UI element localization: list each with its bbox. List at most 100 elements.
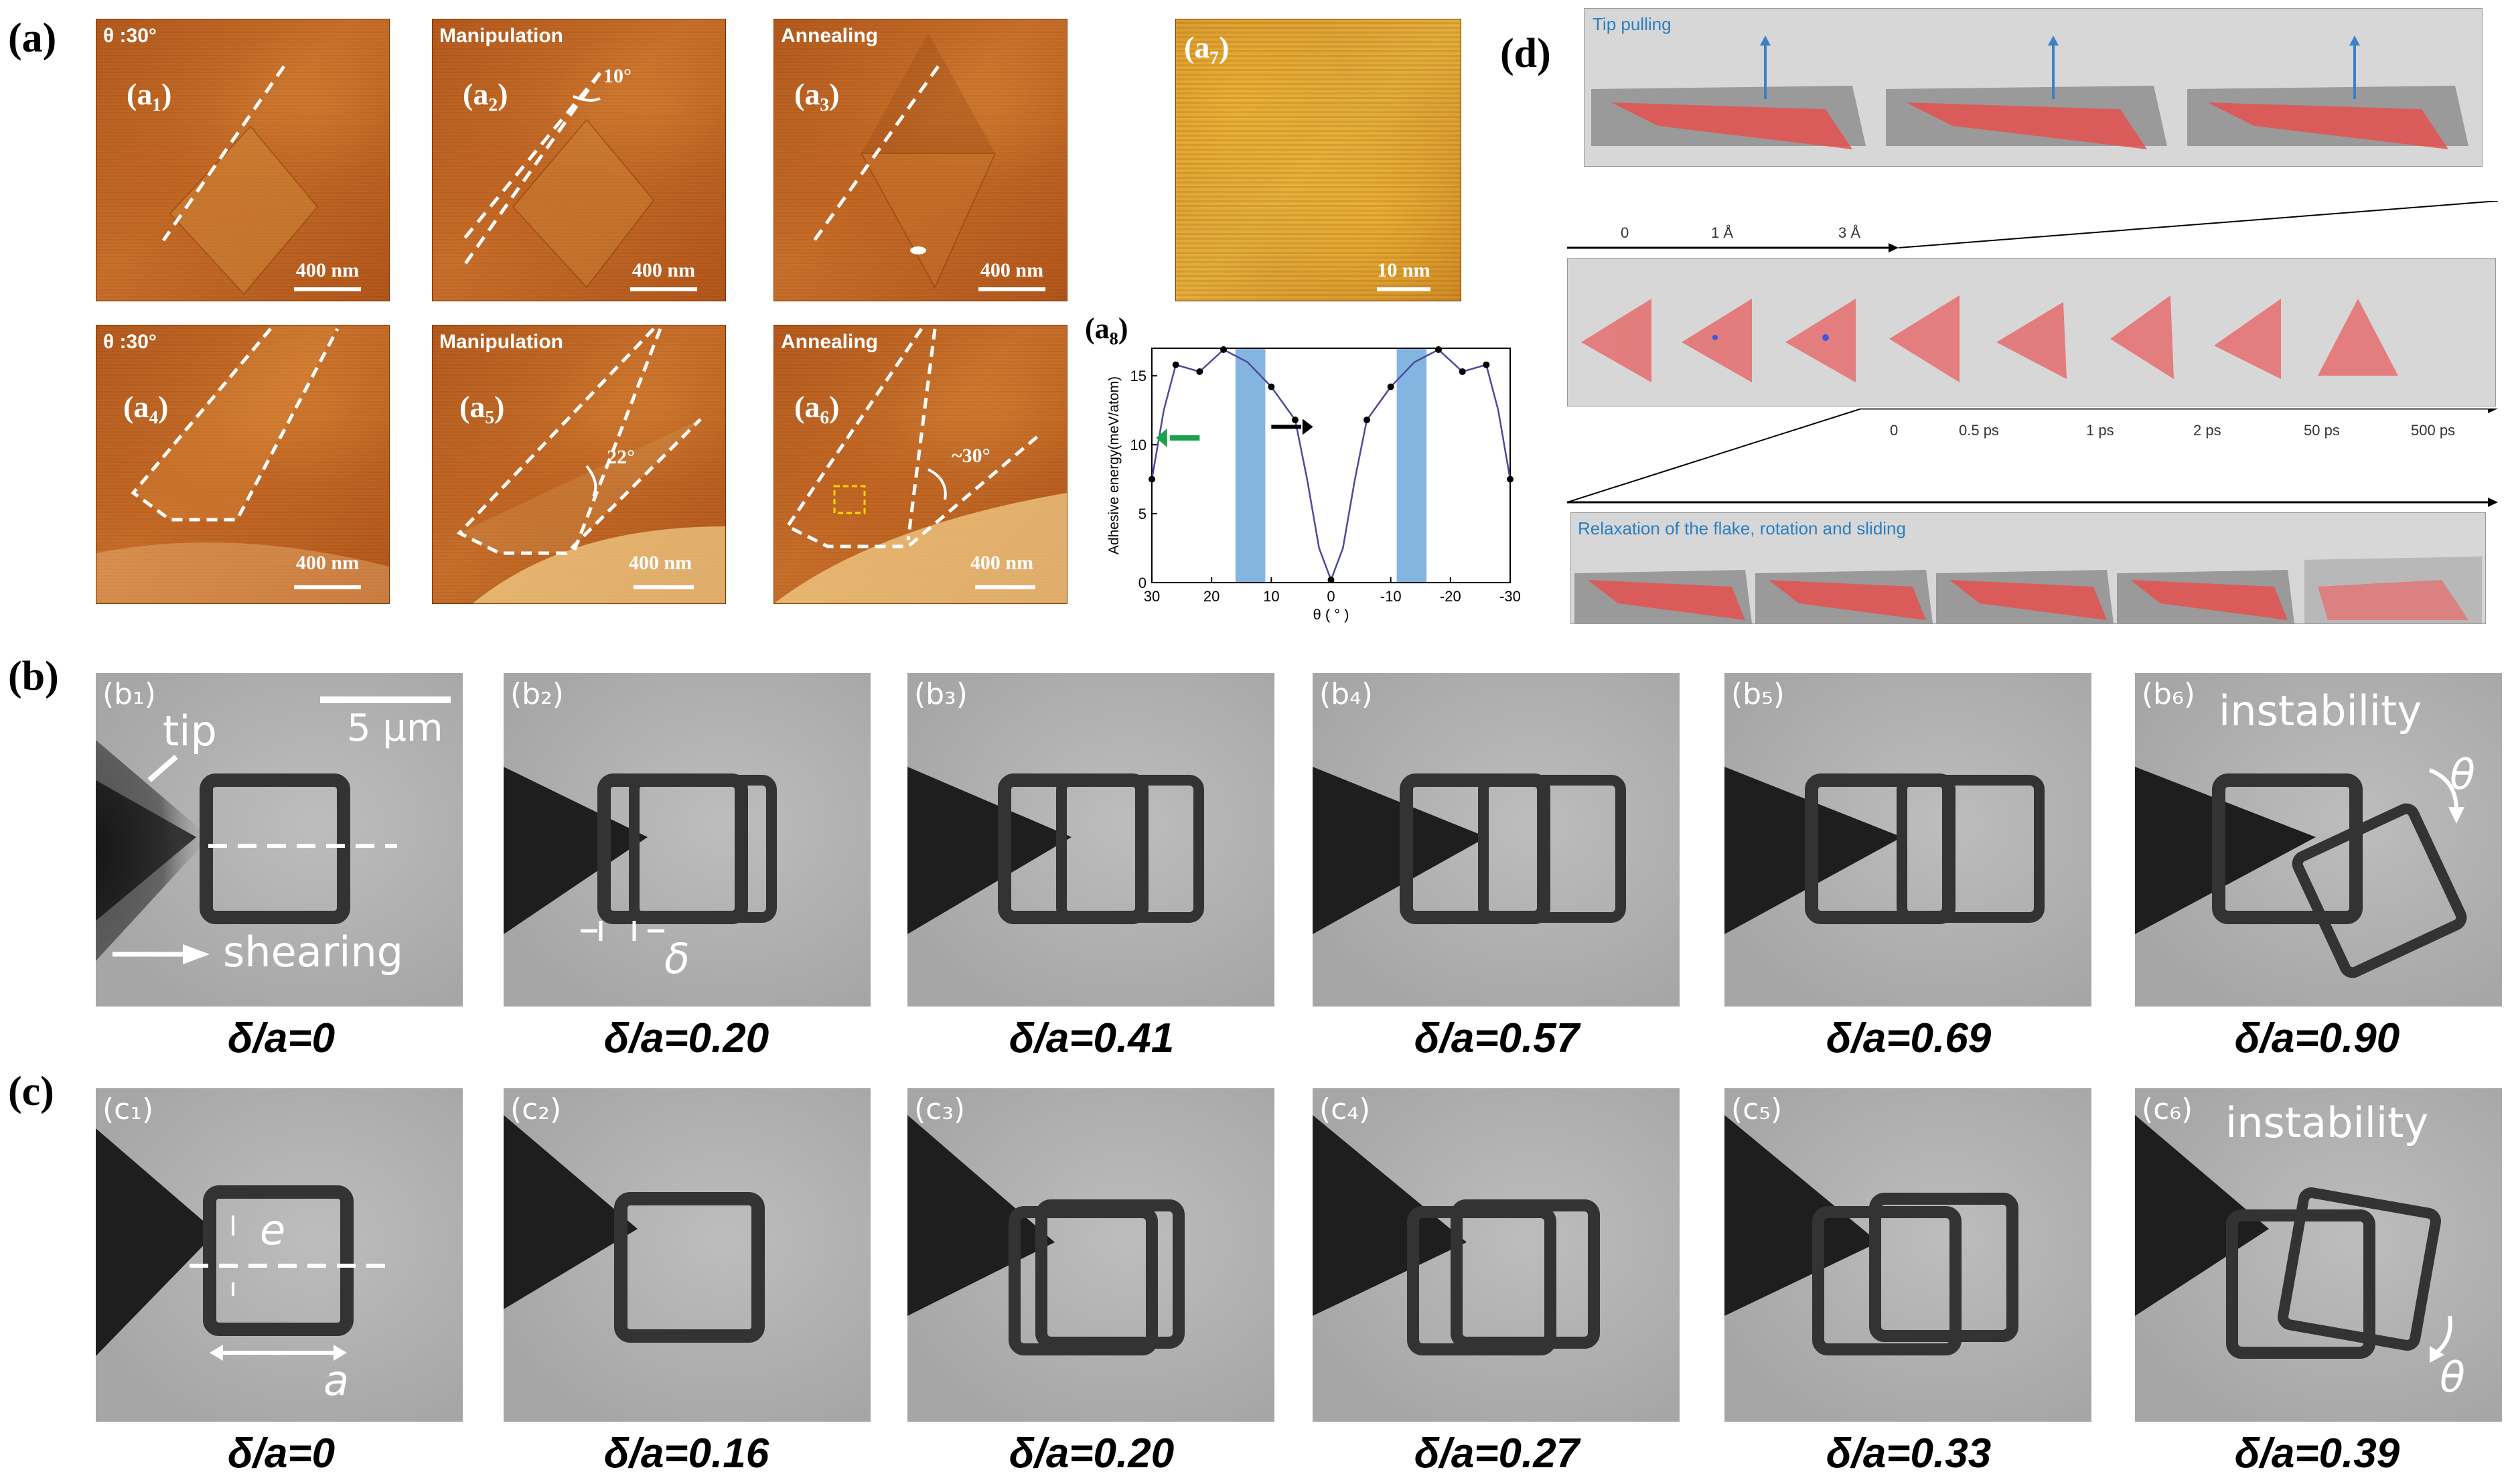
series-line: [1151, 348, 1511, 583]
black-arrow-head: [1302, 419, 1313, 435]
relaxation-label: Relaxation of the flake, rotation and sl…: [1578, 518, 1906, 538]
distance-tick: 3 Å: [1838, 224, 1861, 241]
instability-label: instability: [2225, 1098, 2429, 1147]
y-tick-label: 0: [1138, 575, 1147, 591]
shaded-band: [1396, 348, 1427, 583]
time-tick: 1 ps: [2086, 422, 2114, 439]
x-axis-label: θ ( ° ): [1313, 606, 1349, 623]
md-connector-lines: [1567, 201, 2499, 252]
shearing-label: shearing: [223, 928, 404, 976]
data-point: [1172, 361, 1179, 368]
chart-a8: (a₈) 30 20 10 0 -10 -20 -30 0 5 10 15 θ ( ° ) Adhesi…: [1082, 311, 1524, 626]
afm-sublabel: (a₃): [794, 77, 840, 111]
afm-panel-a6: Annealing (a₆) ~30° 400 nm: [773, 325, 1067, 604]
scale-bar: [634, 585, 694, 589]
tem-panel-c5: (c₅): [1724, 1088, 2091, 1422]
distance-tick: 1 Å: [1711, 224, 1734, 241]
afm-tag: Manipulation: [439, 25, 563, 47]
data-point: [1196, 368, 1203, 375]
y-axis-label: Adhesive energy(meV/atom): [1106, 376, 1122, 554]
md-tip-pulling-panel: Tip pulling: [1584, 8, 2483, 167]
tem-panel-c3: (c₃): [907, 1088, 1274, 1422]
caption-c5: δ/a=0.33: [1826, 1430, 1992, 1477]
md-topview-panel: [1567, 258, 2496, 406]
scale-bar: [294, 287, 361, 291]
md-frame-1: [1591, 35, 1866, 149]
afm-tag: θ :30°: [103, 331, 157, 353]
scale-label: 10 nm: [1377, 259, 1430, 281]
data-point: [1459, 368, 1466, 375]
afm-tag: Manipulation: [439, 331, 563, 353]
tip-label: tip: [163, 707, 217, 755]
adhesive-energy-chart: 30 20 10 0 -10 -20 -30 0 5 10 15 θ ( ° ) Adhesive en…: [1106, 346, 1521, 623]
md-relaxation-panel: Relaxation of the flake, rotation and sl…: [1570, 512, 2486, 624]
data-point: [1363, 417, 1370, 424]
afm-panel-a5: Manipulation (a₅) 22° 400 nm: [432, 325, 726, 604]
afm-sublabel: (a₅): [459, 390, 505, 424]
data-point: [1292, 417, 1299, 424]
x-tick-label: 20: [1203, 588, 1220, 605]
tem-panel-b3: (b₃): [907, 673, 1274, 1007]
tem-sublabel: (b₆): [2142, 677, 2195, 711]
afm-panel-a2: Manipulation (a₂) 10° 400 nm: [432, 19, 726, 301]
caption-c1: δ/a=0: [227, 1430, 336, 1477]
afm-panel-a1: θ :30° (a₁) 400 nm: [96, 19, 390, 301]
tem-panel-c4: (c₄): [1313, 1088, 1680, 1422]
time-tick: 0: [1890, 422, 1899, 439]
afm-panel-a4: θ :30° (a₄) 400 nm: [96, 325, 390, 604]
tem-panel-c1: (c₁) e a: [96, 1088, 463, 1422]
afm-sublabel: (a₂): [463, 77, 508, 111]
angle-label: ~30°: [952, 445, 990, 467]
theta-label: θ: [2440, 1353, 2465, 1402]
tem-panel-b6: (b₆) instability θ: [2135, 673, 2502, 1007]
a-label: a: [323, 1356, 349, 1405]
scale-label: 400 nm: [628, 552, 692, 574]
tem-sublabel: (c₁): [102, 1092, 154, 1126]
panel-label-b: (b): [8, 654, 59, 699]
tem-sublabel: (c₆): [2142, 1092, 2193, 1126]
x-tick-label: -30: [1499, 588, 1521, 605]
afm-tag: θ :30°: [103, 25, 157, 47]
panel-label-c: (c): [8, 1069, 54, 1114]
data-point: [1435, 346, 1442, 354]
tem-sublabel: (b₁): [102, 677, 156, 711]
caption-b2: δ/a=0.20: [603, 1015, 769, 1061]
scale-label: 400 nm: [970, 552, 1034, 574]
caption-b3: δ/a=0.41: [1009, 1015, 1175, 1061]
angle-label: 10°: [603, 65, 632, 87]
tem-sublabel: (c₃): [914, 1092, 966, 1126]
tem-sublabel: (c₅): [1731, 1092, 1783, 1126]
scale-label: 400 nm: [632, 259, 696, 281]
scale-bar: [294, 585, 361, 589]
x-tick-label: -10: [1380, 588, 1402, 605]
data-point: [1387, 383, 1394, 390]
tem-sublabel: (b₂): [510, 677, 564, 711]
data-point: [1483, 361, 1490, 368]
x-tick-label: 10: [1263, 588, 1279, 605]
caption-c3: δ/a=0.20: [1009, 1430, 1175, 1477]
afm-tag: Annealing: [781, 25, 879, 47]
scale-label: 5 μm: [347, 707, 443, 750]
y-tick-label: 15: [1130, 368, 1147, 384]
scale-label: 400 nm: [980, 259, 1044, 281]
scale-label: 400 nm: [295, 552, 360, 574]
y-tick-label: 10: [1130, 437, 1147, 453]
green-arrow-head: [1156, 428, 1167, 447]
data-point: [1149, 475, 1155, 483]
chart-sublabel: (a₈): [1085, 312, 1128, 345]
caption-c4: δ/a=0.27: [1414, 1430, 1580, 1477]
afm-sublabel: (a₇): [1184, 30, 1230, 64]
tem-sublabel: (c₄): [1319, 1092, 1371, 1126]
md-time-axis: [1567, 409, 2498, 507]
afm-panel-a3: Annealing (a₃) 400 nm: [773, 19, 1067, 301]
afm-sublabel: (a₁): [127, 77, 172, 111]
angle-label: 22°: [607, 446, 635, 468]
tem-sublabel: (b₃): [914, 677, 968, 711]
x-tick-label: 0: [1327, 588, 1335, 605]
panel-label-a: (a): [8, 15, 57, 61]
time-tick: 50 ps: [2304, 422, 2340, 439]
time-tick: 0.5 ps: [1959, 422, 1999, 439]
caption-b6: δ/a=0.90: [2234, 1015, 2400, 1061]
afm-panel-a7: (a₇) 10 nm: [1175, 19, 1461, 301]
tem-panel-b1: (b₁) tip 5 μm shearing: [96, 673, 463, 1007]
